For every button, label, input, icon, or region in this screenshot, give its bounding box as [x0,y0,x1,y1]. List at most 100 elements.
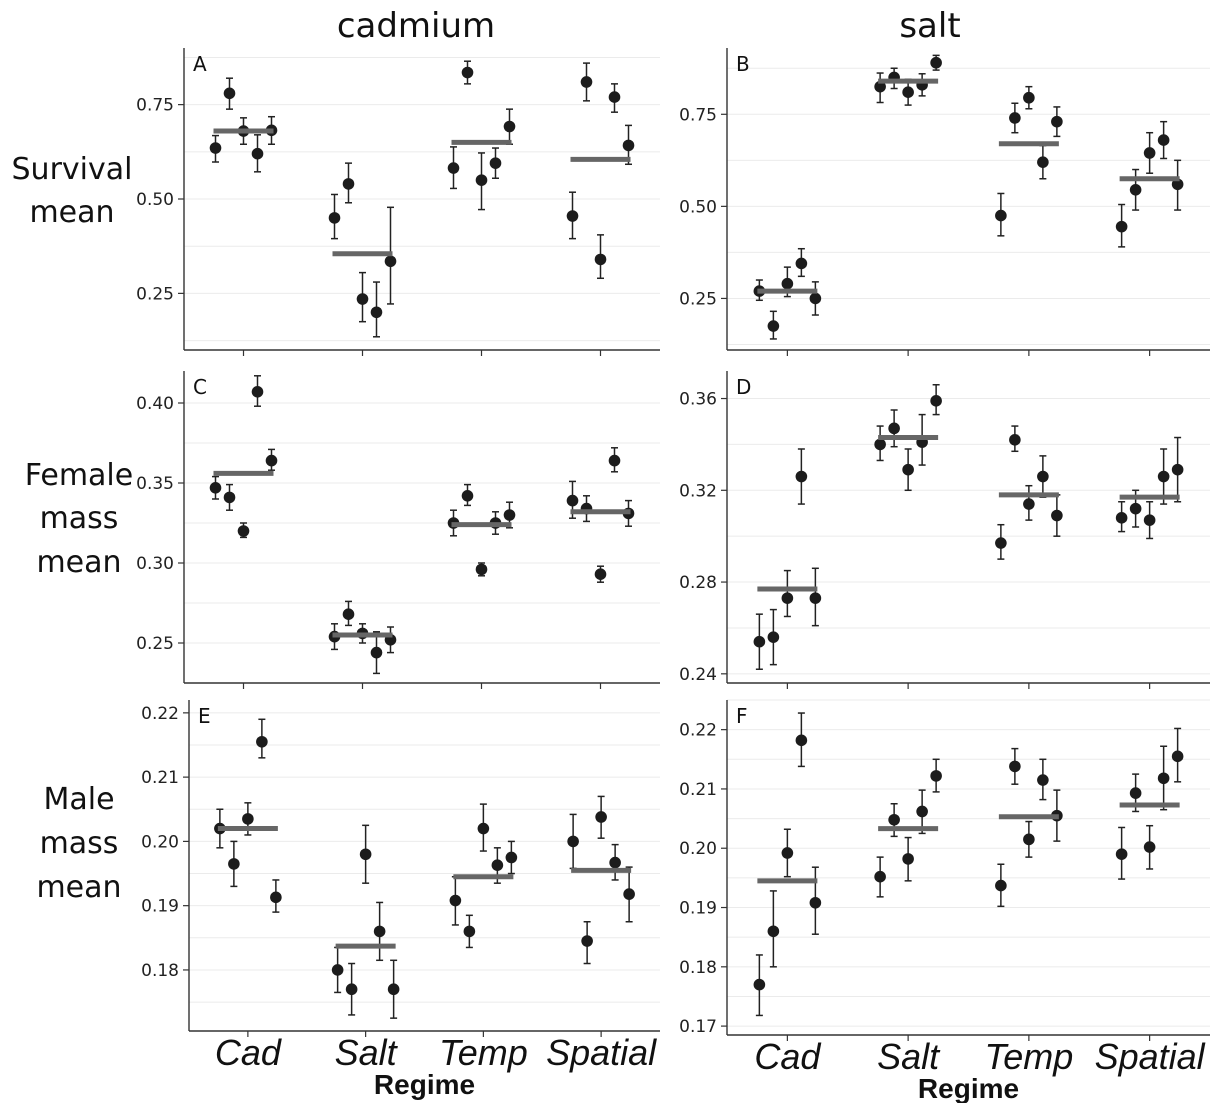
y-tick-label-e-4: 0.22 [141,704,179,724]
data-point-a-2-2 [475,174,488,186]
y-tick-label-e-1: 0.19 [141,897,179,917]
data-point-b-0-2 [781,277,794,290]
y-tick-label-c-3: 0.40 [136,394,174,414]
y-tick-label-c-0: 0.25 [136,634,174,654]
row-label-female-line-1: Female [25,458,133,493]
data-point-d-1-2 [902,463,914,476]
y-tick-label-c-1: 0.30 [136,554,174,574]
data-point-e-3-4 [623,888,635,900]
data-point-b-3-2 [1143,147,1156,159]
row-label-male-line-3: mean [36,870,121,905]
category-label-f-salt: Salt [877,1036,941,1077]
data-point-a-1-0 [328,212,341,224]
data-point-e-2-3 [491,859,504,871]
y-tick-label-a-0: 0.25 [136,284,174,304]
data-point-c-0-0 [209,482,222,494]
data-point-f-2-1 [1009,760,1021,773]
data-point-b-3-4 [1171,178,1184,191]
data-point-b-3-3 [1157,134,1170,146]
data-point-f-0-2 [781,847,794,859]
data-point-c-2-2 [475,563,488,576]
data-point-f-0-1 [767,925,780,938]
data-point-a-2-4 [503,120,516,133]
data-point-e-3-3 [609,856,621,869]
data-point-f-0-0 [753,978,766,991]
data-point-f-3-2 [1143,841,1156,853]
data-point-d-2-2 [1023,498,1035,510]
row-label-male-line-1: Male [43,782,114,817]
data-point-b-3-1 [1129,183,1142,196]
data-point-d-0-0 [753,635,766,648]
data-point-b-2-1 [1009,112,1021,124]
data-point-e-2-1 [463,925,476,938]
y-tick-label-d-0: 0.24 [679,665,717,685]
data-point-d-3-4 [1171,463,1184,476]
panel-c: 0.25 0.30 0.35 0.40 C [136,371,660,689]
data-point-c-3-2 [594,568,607,580]
data-point-e-1-1 [345,983,358,996]
data-point-f-2-2 [1023,833,1035,846]
y-tick-label-b-0: 0.25 [679,289,717,309]
data-point-b-1-0 [874,80,886,93]
data-point-d-0-4 [809,592,822,604]
category-label-e-temp: Temp [439,1032,528,1073]
data-point-f-1-0 [874,870,886,883]
data-point-c-0-2 [237,525,250,537]
data-point-d-2-4 [1051,509,1063,522]
data-point-d-1-4 [930,395,942,407]
panel-letter-a: A [193,52,207,76]
panel-letter-e: E [198,704,211,728]
data-point-e-1-2 [359,848,372,861]
y-tick-label-e-0: 0.18 [141,961,179,981]
panel-letter-d: D [736,375,751,399]
y-tick-label-e-2: 0.20 [141,832,179,852]
data-point-f-2-3 [1037,774,1049,786]
data-point-d-0-2 [781,592,794,604]
data-point-a-2-3 [489,157,502,169]
y-tick-label-d-2: 0.32 [679,481,717,501]
data-point-a-3-2 [594,253,607,266]
data-point-c-0-4 [265,454,278,467]
data-point-e-2-2 [477,822,490,835]
y-tick-label-f-2: 0.19 [679,899,717,919]
data-point-a-1-3 [370,306,383,319]
data-point-a-3-3 [608,91,621,103]
row-label-male-mass: Male mass mean [36,782,121,905]
y-tick-label-b-2: 0.75 [679,105,717,125]
data-point-f-1-1 [888,813,900,826]
data-point-b-3-0 [1115,220,1128,233]
data-point-e-0-4 [270,891,282,904]
data-point-d-0-1 [767,631,780,643]
data-point-d-3-0 [1115,512,1128,524]
data-point-a-2-1 [461,66,474,79]
panel-e: 0.18 0.19 0.20 0.21 0.22 E Cad Salt Temp Spatial R… [141,700,660,1100]
data-point-c-0-3 [251,386,264,398]
data-point-a-3-1 [580,76,593,88]
data-point-d-2-3 [1037,470,1049,483]
panel-letter-c: C [193,375,207,399]
data-point-b-0-3 [795,257,808,270]
data-point-e-0-2 [242,813,254,825]
data-point-f-2-0 [995,879,1007,892]
data-point-a-1-2 [356,293,369,305]
data-point-a-0-0 [209,142,222,154]
category-label-e-cad: Cad [215,1032,282,1073]
y-tick-label-f-3: 0.20 [679,839,717,859]
x-axis-title-e: Regime [374,1069,475,1100]
y-tick-label-c-2: 0.35 [136,474,174,494]
data-point-d-0-3 [795,470,808,483]
data-point-b-2-0 [995,209,1007,222]
data-point-f-0-4 [809,896,822,909]
data-point-d-3-1 [1129,502,1142,515]
column-title-cadmium: cadmium [337,6,495,46]
row-label-survival-line-1: Survival [12,152,133,187]
y-tick-label-f-4: 0.21 [679,780,717,800]
data-point-f-3-4 [1171,750,1184,763]
data-point-e-3-1 [581,935,593,947]
data-point-d-3-2 [1143,514,1156,526]
y-tick-label-a-2: 0.75 [136,96,174,116]
data-point-a-1-4 [384,255,397,268]
row-label-survival-line-2: mean [29,195,114,230]
data-point-f-3-3 [1157,772,1170,785]
row-label-female-mass: Female mass mean [25,458,133,580]
